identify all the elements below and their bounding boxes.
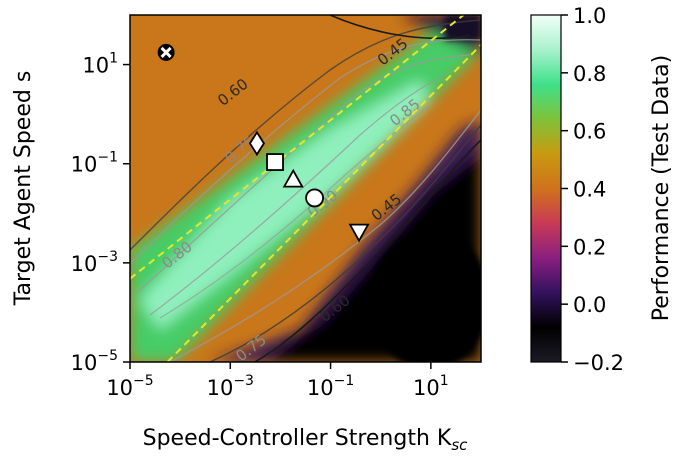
contour-060-lower	[209, 124, 481, 362]
x-tick-exp-3: 1	[440, 373, 449, 389]
heatmap: 0.450.600.750.800.850.900.450.600.75	[130, 15, 481, 362]
x-tick-exp-1: −3	[233, 373, 254, 389]
contour-090	[159, 104, 431, 319]
contour-075-upper	[131, 39, 481, 263]
marker-circle	[305, 188, 324, 208]
colorbar-tick-label-3: 0.4	[573, 178, 606, 202]
colorbar-tick-label-2: 0.6	[573, 120, 606, 144]
dashed-reference-lines	[130, 15, 481, 362]
x-axis-label: Speed-Controller Strength Ksc	[143, 426, 469, 454]
y-axis-label: Target Agent Speed s	[11, 71, 36, 307]
colorbar-tick-label-1: 0.8	[573, 62, 606, 86]
colorbar	[530, 14, 562, 363]
y-tick-base-3: 10	[71, 351, 98, 375]
x-tick-exp-0: −5	[133, 373, 154, 389]
contour-060-upper	[130, 19, 481, 251]
y-tick-exp-2: −3	[97, 249, 118, 265]
colorbar-tick-label-6: −0.2	[573, 351, 624, 375]
x-axis-label-main: Speed-Controller Strength K	[143, 426, 452, 451]
y-tick-exp-1: −1	[97, 150, 118, 166]
colorbar-tick-label-4: 0.2	[573, 235, 606, 259]
x-tick-label-2: 10−1	[307, 373, 354, 400]
marker-triangle-up	[282, 168, 304, 188]
x-axis-ticks: 10−5 10−3 10−1 101	[106, 362, 449, 400]
colorbar-ticks: 1.0 0.8 0.6 0.4 0.2 0.0 −0.2	[561, 4, 624, 375]
y-tick-label-2: 10−3	[71, 249, 118, 276]
y-tick-base-0: 10	[82, 54, 109, 78]
y-tick-base-1: 10	[71, 153, 98, 177]
marker-diamond	[248, 130, 266, 157]
x-tick-label-1: 10−3	[207, 373, 254, 400]
contour-075-lower	[169, 109, 481, 362]
marker-square	[266, 153, 284, 171]
dashed-line-0	[166, 44, 481, 362]
contour-045-lower	[254, 139, 481, 362]
heatmap-patch-black-core	[370, 230, 481, 362]
markers	[157, 43, 370, 243]
y-tick-exp-3: −5	[97, 348, 118, 364]
y-tick-label-0: 101	[82, 51, 118, 78]
x-axis-label-subscript: sc	[451, 436, 468, 454]
y-tick-label-1: 10−1	[71, 150, 118, 177]
contour-085-upper	[149, 74, 446, 316]
contour-080-upper	[137, 54, 471, 293]
plot-frame	[129, 14, 482, 363]
x-tick-exp-2: −1	[334, 373, 355, 389]
dashed-line-1	[130, 15, 466, 280]
y-tick-label-3: 10−5	[71, 348, 118, 375]
colorbar-label: Performance (Test Data)	[649, 55, 674, 321]
contour-045-upper	[329, 15, 471, 40]
x-tick-base-0: 10	[106, 376, 133, 400]
y-tick-base-2: 10	[71, 252, 98, 276]
x-tick-label-0: 10−5	[106, 373, 153, 400]
y-tick-exp-0: 1	[109, 51, 118, 67]
x-tick-base-2: 10	[307, 376, 334, 400]
marker-x	[157, 43, 175, 61]
x-tick-base-3: 10	[413, 376, 440, 400]
colorbar-tick-label-5: 0.0	[573, 293, 606, 317]
heatmap-region-light	[140, 80, 430, 330]
contour-lines	[130, 15, 481, 362]
marker-triangle-down	[348, 223, 370, 243]
x-tick-base-1: 10	[207, 376, 234, 400]
colorbar-tick-label-0: 1.0	[573, 4, 606, 28]
x-tick-label-3: 101	[413, 373, 449, 400]
